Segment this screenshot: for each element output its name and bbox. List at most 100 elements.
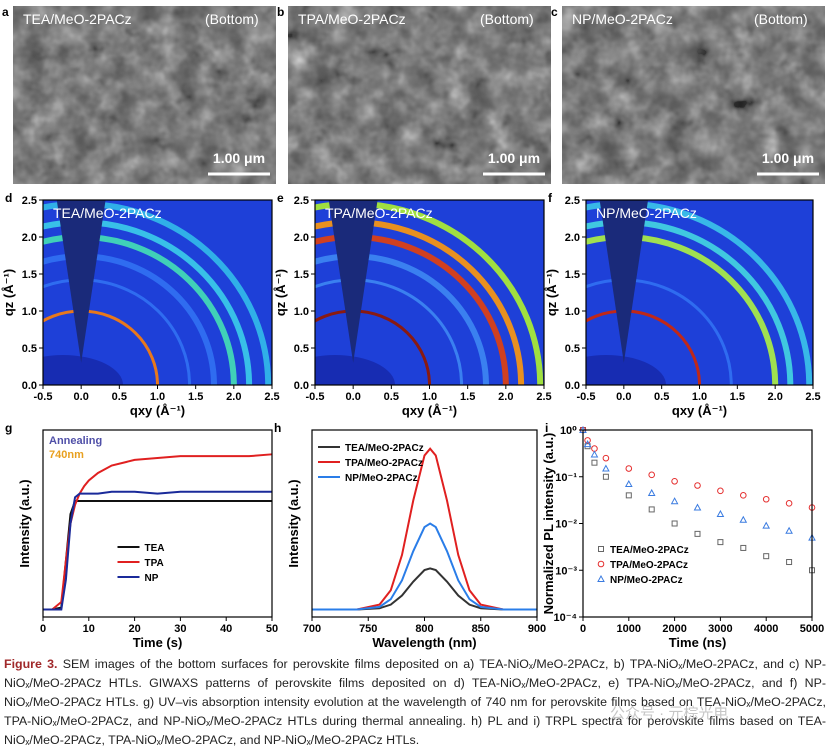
sem-title: NP/MeO-2PACz <box>572 11 673 27</box>
legend-label: NP/MeO-2PACz <box>345 473 418 484</box>
data-point <box>763 553 770 560</box>
y-tick-label: 0.0 <box>22 380 37 392</box>
y-tick-label: 1.5 <box>565 269 580 281</box>
sem-texture <box>288 6 551 184</box>
beamstop-shadow <box>586 355 666 385</box>
data-line <box>43 453 273 611</box>
x-tick-label: 0.5 <box>112 391 127 403</box>
y-tick-label: 10⁻⁴ <box>554 612 577 624</box>
y-tick-label: 10⁻³ <box>555 565 577 577</box>
x-tick-label: 1.5 <box>188 391 203 403</box>
giwaxs-title: TEA/MeO-2PACz <box>53 205 162 221</box>
panel-label: i <box>545 421 548 435</box>
x-tick-label: 50 <box>266 623 278 635</box>
giwaxs-image <box>315 200 544 385</box>
x-tick-label: 750 <box>359 623 377 635</box>
legend-marker <box>597 560 605 568</box>
y-tick-label: 1.5 <box>294 269 309 281</box>
sem-side: (Bottom) <box>480 11 534 27</box>
panel-label: d <box>5 191 12 205</box>
x-axis-label: qxy (Å⁻¹) <box>672 403 727 418</box>
data-point <box>785 500 793 507</box>
x-tick-label: 0.0 <box>616 391 631 403</box>
panel: 700 750 800 850 900 Wavelength (nm) Intensity … <box>274 421 546 650</box>
panel-label: c <box>551 5 558 19</box>
y-tick-label: 2.0 <box>565 232 580 244</box>
x-tick-label: 800 <box>415 623 433 635</box>
y-tick-label: 1.5 <box>22 269 37 281</box>
x-tick-label: 700 <box>303 623 321 635</box>
panel: TPA/MeO-2PACz-0.5 0.0 0.5 1.0 1.5 2.0 2.50.00.… <box>273 191 552 418</box>
data-point <box>647 488 656 496</box>
data-point <box>584 437 591 444</box>
panel-label: b <box>277 5 284 19</box>
data-point <box>694 530 701 537</box>
y-tick-label: 2.5 <box>22 195 37 207</box>
data-point <box>591 459 598 466</box>
plot-frame <box>582 429 813 618</box>
x-tick-label: 850 <box>472 623 490 635</box>
legend-label: TPA <box>145 558 164 569</box>
x-tick-label: 5000 <box>800 623 824 635</box>
caption: Figure 3. SEM images of the bottom surfa… <box>4 655 826 750</box>
data-point <box>786 559 793 566</box>
x-tick-label: -0.5 <box>577 391 596 403</box>
panel: NP/MeO-2PACz-0.5 0.0 0.5 1.0 1.5 2.0 2.50.00.5… <box>544 191 821 418</box>
x-axis-label: Time (ns) <box>669 635 727 650</box>
sem-side: (Bottom) <box>754 11 808 27</box>
panel-label: h <box>274 421 281 435</box>
sem-texture <box>13 6 276 184</box>
y-axis-label: qz (Å⁻¹) <box>544 269 559 316</box>
x-tick-label: 0 <box>40 623 46 635</box>
data-point <box>602 454 610 462</box>
legend-label: NP/MeO-2PACz <box>610 575 683 586</box>
y-tick-label: 1.0 <box>22 306 37 318</box>
y-axis-label: Intensity (a.u.) <box>17 479 32 567</box>
data-point <box>590 450 599 458</box>
legend-label: TEA/MeO-2PACz <box>610 545 689 556</box>
data-point <box>648 471 656 479</box>
watermark: 公众号 · 元棕光电 <box>610 705 729 722</box>
sem-title: TEA/MeO-2PACz <box>23 11 132 27</box>
y-tick-label: 1.0 <box>294 306 309 318</box>
data-point <box>583 440 592 448</box>
giwaxs-image <box>586 200 813 385</box>
x-tick-label: 2.5 <box>536 391 551 403</box>
data-point <box>740 492 747 499</box>
x-tick-label: -0.5 <box>306 391 325 403</box>
x-tick-label: 1.0 <box>422 391 437 403</box>
x-tick-label: 20 <box>128 623 140 635</box>
x-tick-label: 1.0 <box>692 391 707 403</box>
legend-marker <box>598 546 604 552</box>
y-tick-label: 10⁰ <box>560 425 577 437</box>
y-axis-label: Normalized PL intensity (a.u.) <box>541 433 556 615</box>
panel: 0 1000 2000 3000 4000 5000 10⁻⁴ 10⁻³ 10⁻² 10⁻¹ 10⁰… <box>541 421 824 650</box>
panel: 0 10 20 30 40 50 Time (s) Intensity (a.u.) g Anne… <box>5 421 278 650</box>
x-tick-label: 0.5 <box>654 391 669 403</box>
beamstop-shadow <box>43 355 123 385</box>
giwaxs-image <box>43 200 272 385</box>
data-point <box>762 521 771 529</box>
x-tick-label: 2.0 <box>768 391 783 403</box>
panel-label: e <box>277 191 284 205</box>
y-tick-label: 0.0 <box>565 380 580 392</box>
data-point <box>717 487 724 495</box>
sem-texture <box>562 6 825 184</box>
x-tick-label: 2.5 <box>264 391 279 403</box>
x-tick-label: 3000 <box>708 623 732 635</box>
x-tick-label: 2000 <box>662 623 686 635</box>
x-axis-label: Time (s) <box>133 635 183 650</box>
panel-label: a <box>2 5 9 19</box>
y-tick-label: 0.5 <box>565 343 580 355</box>
x-axis-label: qxy (Å⁻¹) <box>130 403 185 418</box>
data-point <box>625 492 632 499</box>
panel: TEA/MeO-2PACz-0.5 0.0 0.5 1.0 1.5 2.0 2.50.00.… <box>1 191 280 418</box>
scale-bar-label: 1.00 μm <box>762 150 814 166</box>
giwaxs-title: NP/MeO-2PACz <box>596 205 697 221</box>
beamstop-shadow <box>315 355 395 385</box>
figure: a TEA/MeO-2PACz (Bottom) 1.00 μm b TPA/MeO-2P… <box>1 5 825 650</box>
data-point <box>671 477 678 485</box>
panel-label: g <box>5 421 12 435</box>
caption-label: Figure 3. <box>4 657 58 671</box>
